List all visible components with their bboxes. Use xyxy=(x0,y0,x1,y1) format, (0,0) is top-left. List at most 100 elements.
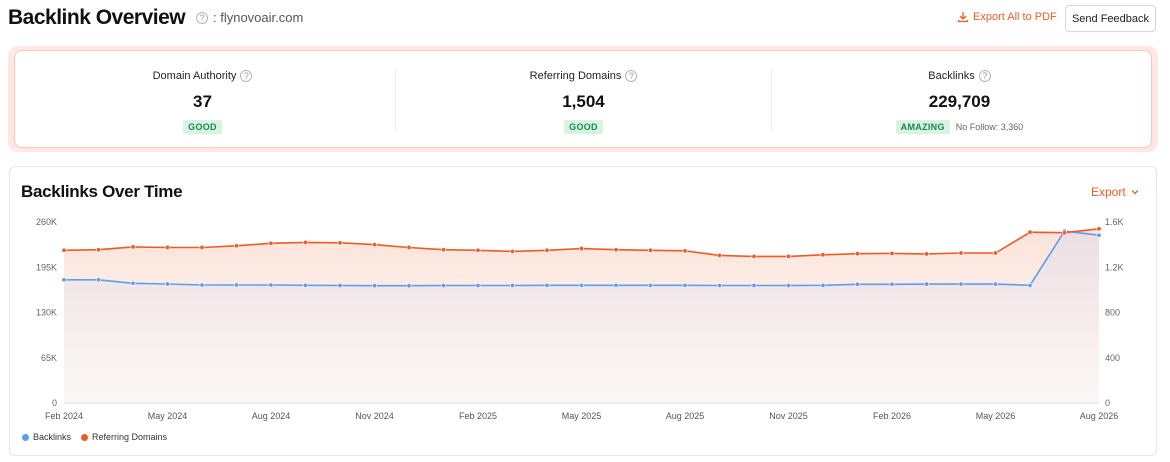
x-axis-tick-label: Aug 2026 xyxy=(1080,411,1119,421)
legend-dot xyxy=(22,433,29,441)
referring-domains-point xyxy=(268,240,274,246)
referring-domains-point xyxy=(820,252,826,258)
export-pdf-label: Export All to PDF xyxy=(973,11,1057,23)
page-title: Backlink Overview xyxy=(8,6,186,29)
legend-label: Backlinks xyxy=(33,432,72,442)
referring-domains-point xyxy=(302,239,308,245)
x-axis-tick-label: May 2025 xyxy=(562,411,602,421)
help-icon[interactable]: ? xyxy=(240,70,253,82)
referring-domains-point xyxy=(647,247,653,253)
backlinks-point xyxy=(958,281,964,287)
referring-domains-point xyxy=(130,244,136,250)
chevron-down-icon xyxy=(1131,190,1139,195)
referring-domains-point xyxy=(992,250,998,256)
metric-backlinks: Backlinks? 229,709 AMAZING No Follow: 3,… xyxy=(772,51,1147,149)
backlinks-point xyxy=(440,282,446,288)
metric-value: 229,709 xyxy=(928,92,991,111)
help-icon[interactable]: ? xyxy=(625,70,638,82)
chart-title: Backlinks Over Time xyxy=(21,182,183,201)
referring-domains-point xyxy=(682,248,688,254)
status-badge: GOOD xyxy=(183,120,222,134)
domain-label: : flynovoair.com xyxy=(213,10,304,25)
referring-domains-point xyxy=(1096,226,1102,232)
backlinks-point xyxy=(371,283,377,289)
referring-domains-point xyxy=(1062,230,1068,236)
referring-domains-point xyxy=(475,247,481,253)
backlinks-point xyxy=(820,282,826,288)
referring-domains-point xyxy=(544,247,550,253)
status-badge: AMAZING xyxy=(895,120,950,134)
backlinks-point xyxy=(1096,232,1102,238)
divider xyxy=(771,69,772,131)
chart-export-label: Export xyxy=(1091,185,1126,199)
x-axis-tick-label: Feb 2026 xyxy=(873,411,911,421)
backlinks-area xyxy=(64,231,1099,403)
referring-domains-point xyxy=(61,247,67,253)
referring-domains-point xyxy=(613,247,619,253)
x-axis-tick-label: Feb 2025 xyxy=(459,411,497,421)
x-axis-tick-label: Aug 2024 xyxy=(252,411,291,421)
right-axis-tick-label: 1.2K xyxy=(1105,262,1124,272)
x-axis-tick-label: Aug 2025 xyxy=(666,411,705,421)
backlinks-point xyxy=(578,282,584,288)
referring-domains-point xyxy=(440,247,446,253)
metric-label: Referring Domains xyxy=(529,70,622,82)
referring-domains-point xyxy=(578,246,584,252)
referring-domains-point xyxy=(199,244,205,250)
backlinks-point xyxy=(61,277,67,283)
right-axis-tick-label: 800 xyxy=(1105,308,1120,318)
x-axis-tick-label: Feb 2024 xyxy=(45,411,83,421)
page-header: Backlink Overview ? : flynovoair.com Exp… xyxy=(0,0,1170,44)
x-axis-tick-label: Nov 2024 xyxy=(355,411,394,421)
metrics-panel: Domain Authority? 37 GOOD Referring Doma… xyxy=(8,46,1158,152)
metric-value: 1,504 xyxy=(562,92,605,111)
metric-domain-authority: Domain Authority? 37 GOOD xyxy=(15,51,390,149)
export-pdf-button[interactable]: Export All to PDF xyxy=(957,11,1057,23)
referring-domains-point xyxy=(854,251,860,257)
chart-export-button[interactable]: Export xyxy=(1091,185,1140,199)
backlinks-point xyxy=(682,282,688,288)
referring-domains-point xyxy=(923,251,929,257)
backlinks-point xyxy=(96,277,102,283)
help-icon[interactable]: ? xyxy=(978,70,991,82)
nofollow-count: No Follow: 3,360 xyxy=(955,122,1024,132)
status-badge: GOOD xyxy=(564,120,603,134)
x-axis-tick-label: May 2026 xyxy=(976,411,1016,421)
backlinks-point xyxy=(854,281,860,287)
metric-value: 37 xyxy=(193,92,212,111)
backlinks-point xyxy=(130,280,136,286)
divider xyxy=(395,69,396,131)
backlinks-point xyxy=(475,282,481,288)
metric-label: Domain Authority xyxy=(152,70,237,82)
backlinks-point xyxy=(234,282,240,288)
referring-domains-point xyxy=(889,250,895,256)
referring-domains-point xyxy=(716,252,722,258)
backlinks-point xyxy=(889,281,895,287)
referring-domains-point xyxy=(406,244,412,250)
backlinks-point xyxy=(165,281,171,287)
left-axis-tick-label: 195K xyxy=(36,262,57,272)
left-axis-tick-label: 65K xyxy=(41,353,57,363)
backlinks-point xyxy=(302,282,308,288)
backlinks-point xyxy=(544,282,550,288)
legend-item-backlinks[interactable]: Backlinks xyxy=(22,432,71,442)
backlinks-point xyxy=(923,281,929,287)
backlinks-point xyxy=(613,282,619,288)
metrics-card: Domain Authority? 37 GOOD Referring Doma… xyxy=(14,50,1152,148)
backlinks-point xyxy=(716,282,722,288)
x-axis-tick-label: Nov 2025 xyxy=(769,411,808,421)
referring-domains-point xyxy=(165,244,171,250)
right-axis-tick-label: 0 xyxy=(1105,398,1110,408)
legend-item-referring-domains[interactable]: Referring Domains xyxy=(81,432,167,442)
line-chart: 260K 195K 130K 65K 0 1.6K 1.2K 800 400 0 Feb 2024 M… xyxy=(36,217,1124,421)
help-icon[interactable]: ? xyxy=(196,12,208,24)
backlinks-point xyxy=(992,281,998,287)
chart-legend: Backlinks Referring Domains xyxy=(22,432,167,442)
legend-label: Referring Domains xyxy=(92,432,168,442)
left-axis-tick-label: 130K xyxy=(36,308,57,318)
referring-domains-point xyxy=(371,242,377,248)
backlinks-point xyxy=(337,282,343,288)
backlinks-over-time-card: Backlinks Over Time Export 260K 195K 130K 6… xyxy=(9,166,1157,456)
metric-referring-domains: Referring Domains? 1,504 GOOD xyxy=(396,51,771,149)
send-feedback-button[interactable]: Send Feedback xyxy=(1065,5,1156,32)
